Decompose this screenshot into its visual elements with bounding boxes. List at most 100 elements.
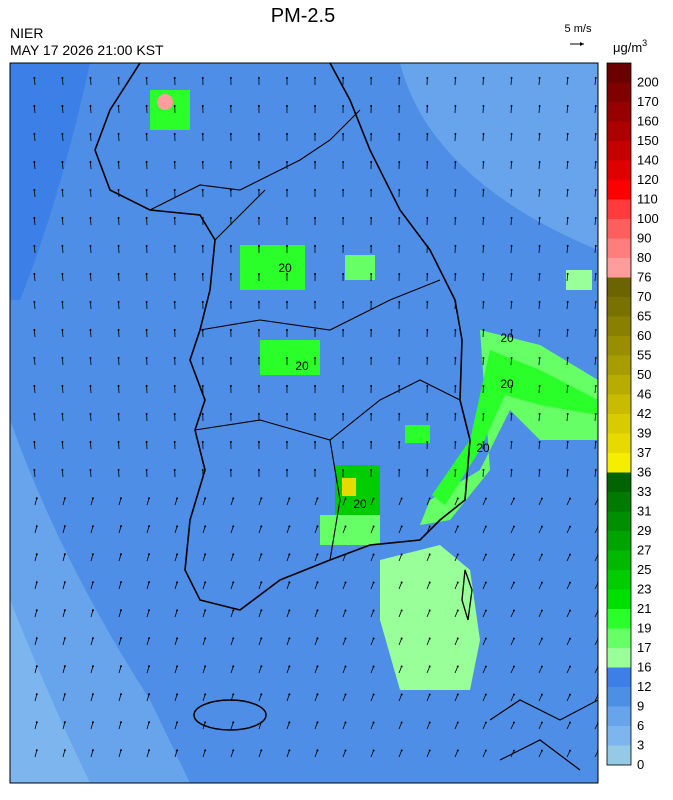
wind-arrowhead xyxy=(482,385,484,387)
wind-arrowhead xyxy=(61,133,63,135)
wind-arrowhead xyxy=(569,554,571,556)
wind-arrowhead xyxy=(426,161,428,163)
wind-arrowhead xyxy=(33,469,35,471)
wind-arrowhead xyxy=(118,217,120,219)
wind-arrowhead xyxy=(401,638,403,640)
wind-arrowhead xyxy=(398,217,400,219)
wind-arrowhead xyxy=(344,525,346,527)
wind-arrowhead xyxy=(314,385,316,387)
wind-arrowhead xyxy=(260,665,262,667)
wind-arrowhead xyxy=(511,301,513,303)
wind-arrowhead xyxy=(36,609,38,611)
legend-label: 31 xyxy=(637,504,651,519)
wind-arrowhead xyxy=(286,441,288,443)
wind-arrow xyxy=(90,358,91,365)
wind-arrowhead xyxy=(288,665,290,667)
wind-arrowhead xyxy=(260,525,262,527)
wind-arrowhead xyxy=(401,554,403,556)
wind-arrowhead xyxy=(344,497,346,499)
wind-arrowhead xyxy=(174,273,176,275)
field-yellow-patch xyxy=(342,478,356,496)
wind-arrowhead xyxy=(118,385,120,387)
wind-arrowhead xyxy=(595,77,597,79)
wind-arrowhead xyxy=(314,133,316,135)
wind-arrowhead xyxy=(230,385,232,387)
legend-swatch xyxy=(607,258,631,278)
wind-arrowhead xyxy=(89,273,91,275)
wind-arrow xyxy=(511,134,512,141)
wind-arrowhead xyxy=(569,638,571,640)
wind-arrowhead xyxy=(316,525,318,527)
wind-arrow xyxy=(90,218,91,225)
wind-arrowhead xyxy=(429,554,431,556)
wind-arrowhead xyxy=(541,638,543,640)
wind-arrowhead xyxy=(204,749,206,751)
wind-arrowhead xyxy=(457,694,459,696)
wind-arrowhead xyxy=(89,357,91,359)
wind-arrow xyxy=(511,274,512,281)
wind-arrowhead xyxy=(148,665,150,667)
wind-arrowhead xyxy=(258,161,260,163)
wind-arrowhead xyxy=(482,217,484,219)
wind-arrowhead xyxy=(426,301,428,303)
legend-label: 50 xyxy=(637,367,651,382)
wind-arrowhead xyxy=(174,469,176,471)
wind-arrowhead xyxy=(513,582,515,584)
wind-arrowhead xyxy=(314,301,316,303)
wind-arrowhead xyxy=(288,553,290,555)
wind-arrowhead xyxy=(539,161,541,163)
wind-arrowhead xyxy=(118,133,120,135)
wind-arrowhead xyxy=(202,105,204,107)
wind-arrowhead xyxy=(230,105,232,107)
wind-arrowhead xyxy=(457,554,459,556)
wind-arrowhead xyxy=(174,245,176,247)
wind-arrowhead xyxy=(176,609,178,611)
wind-arrowhead xyxy=(202,413,204,415)
wind-arrowhead xyxy=(148,525,150,527)
wind-arrow xyxy=(90,302,91,309)
wind-arrowhead xyxy=(260,749,262,751)
wind-arrow xyxy=(90,414,91,421)
wind-arrowhead xyxy=(567,245,569,247)
wind-arrowhead xyxy=(230,133,232,135)
wind-arrowhead xyxy=(202,133,204,135)
wind-arrowhead xyxy=(120,497,122,499)
wind-arrowhead xyxy=(176,553,178,555)
wind-arrowhead xyxy=(426,385,428,387)
wind-arrowhead xyxy=(398,189,400,191)
legend-swatch xyxy=(607,473,631,493)
wind-arrowhead xyxy=(316,497,318,499)
wind-arrowhead xyxy=(429,638,431,640)
wind-arrowhead xyxy=(567,413,569,415)
wind-arrowhead xyxy=(61,217,63,219)
wind-arrowhead xyxy=(258,217,260,219)
wind-arrowhead xyxy=(511,245,513,247)
wind-arrowhead xyxy=(342,189,344,191)
field-green-patch xyxy=(566,270,592,290)
wind-arrowhead xyxy=(482,161,484,163)
wind-arrow xyxy=(511,190,512,197)
wind-arrowhead xyxy=(288,637,290,639)
wind-arrowhead xyxy=(316,609,318,611)
wind-arrowhead xyxy=(118,189,120,191)
legend-label: 140 xyxy=(637,153,659,168)
wind-arrowhead xyxy=(230,245,232,247)
wind-arrowhead xyxy=(595,245,597,247)
wind-arrowhead xyxy=(457,582,459,584)
wind-arrowhead xyxy=(370,357,372,359)
wind-arrowhead xyxy=(120,693,122,695)
wind-arrowhead xyxy=(202,469,204,471)
legend-swatch xyxy=(607,453,631,473)
field-light-green xyxy=(380,545,480,690)
wind-arrowhead xyxy=(148,581,150,583)
wind-arrowhead xyxy=(342,329,344,331)
legend-label: 55 xyxy=(637,348,651,363)
wind-arrowhead xyxy=(595,217,597,219)
contour-label: 20 xyxy=(476,441,490,455)
wind-arrowhead xyxy=(174,217,176,219)
wind-arrowhead xyxy=(118,161,120,163)
legend-swatch xyxy=(607,746,631,766)
wind-arrow xyxy=(90,162,91,169)
wind-arrowhead xyxy=(258,385,260,387)
wind-arrowhead xyxy=(258,105,260,107)
